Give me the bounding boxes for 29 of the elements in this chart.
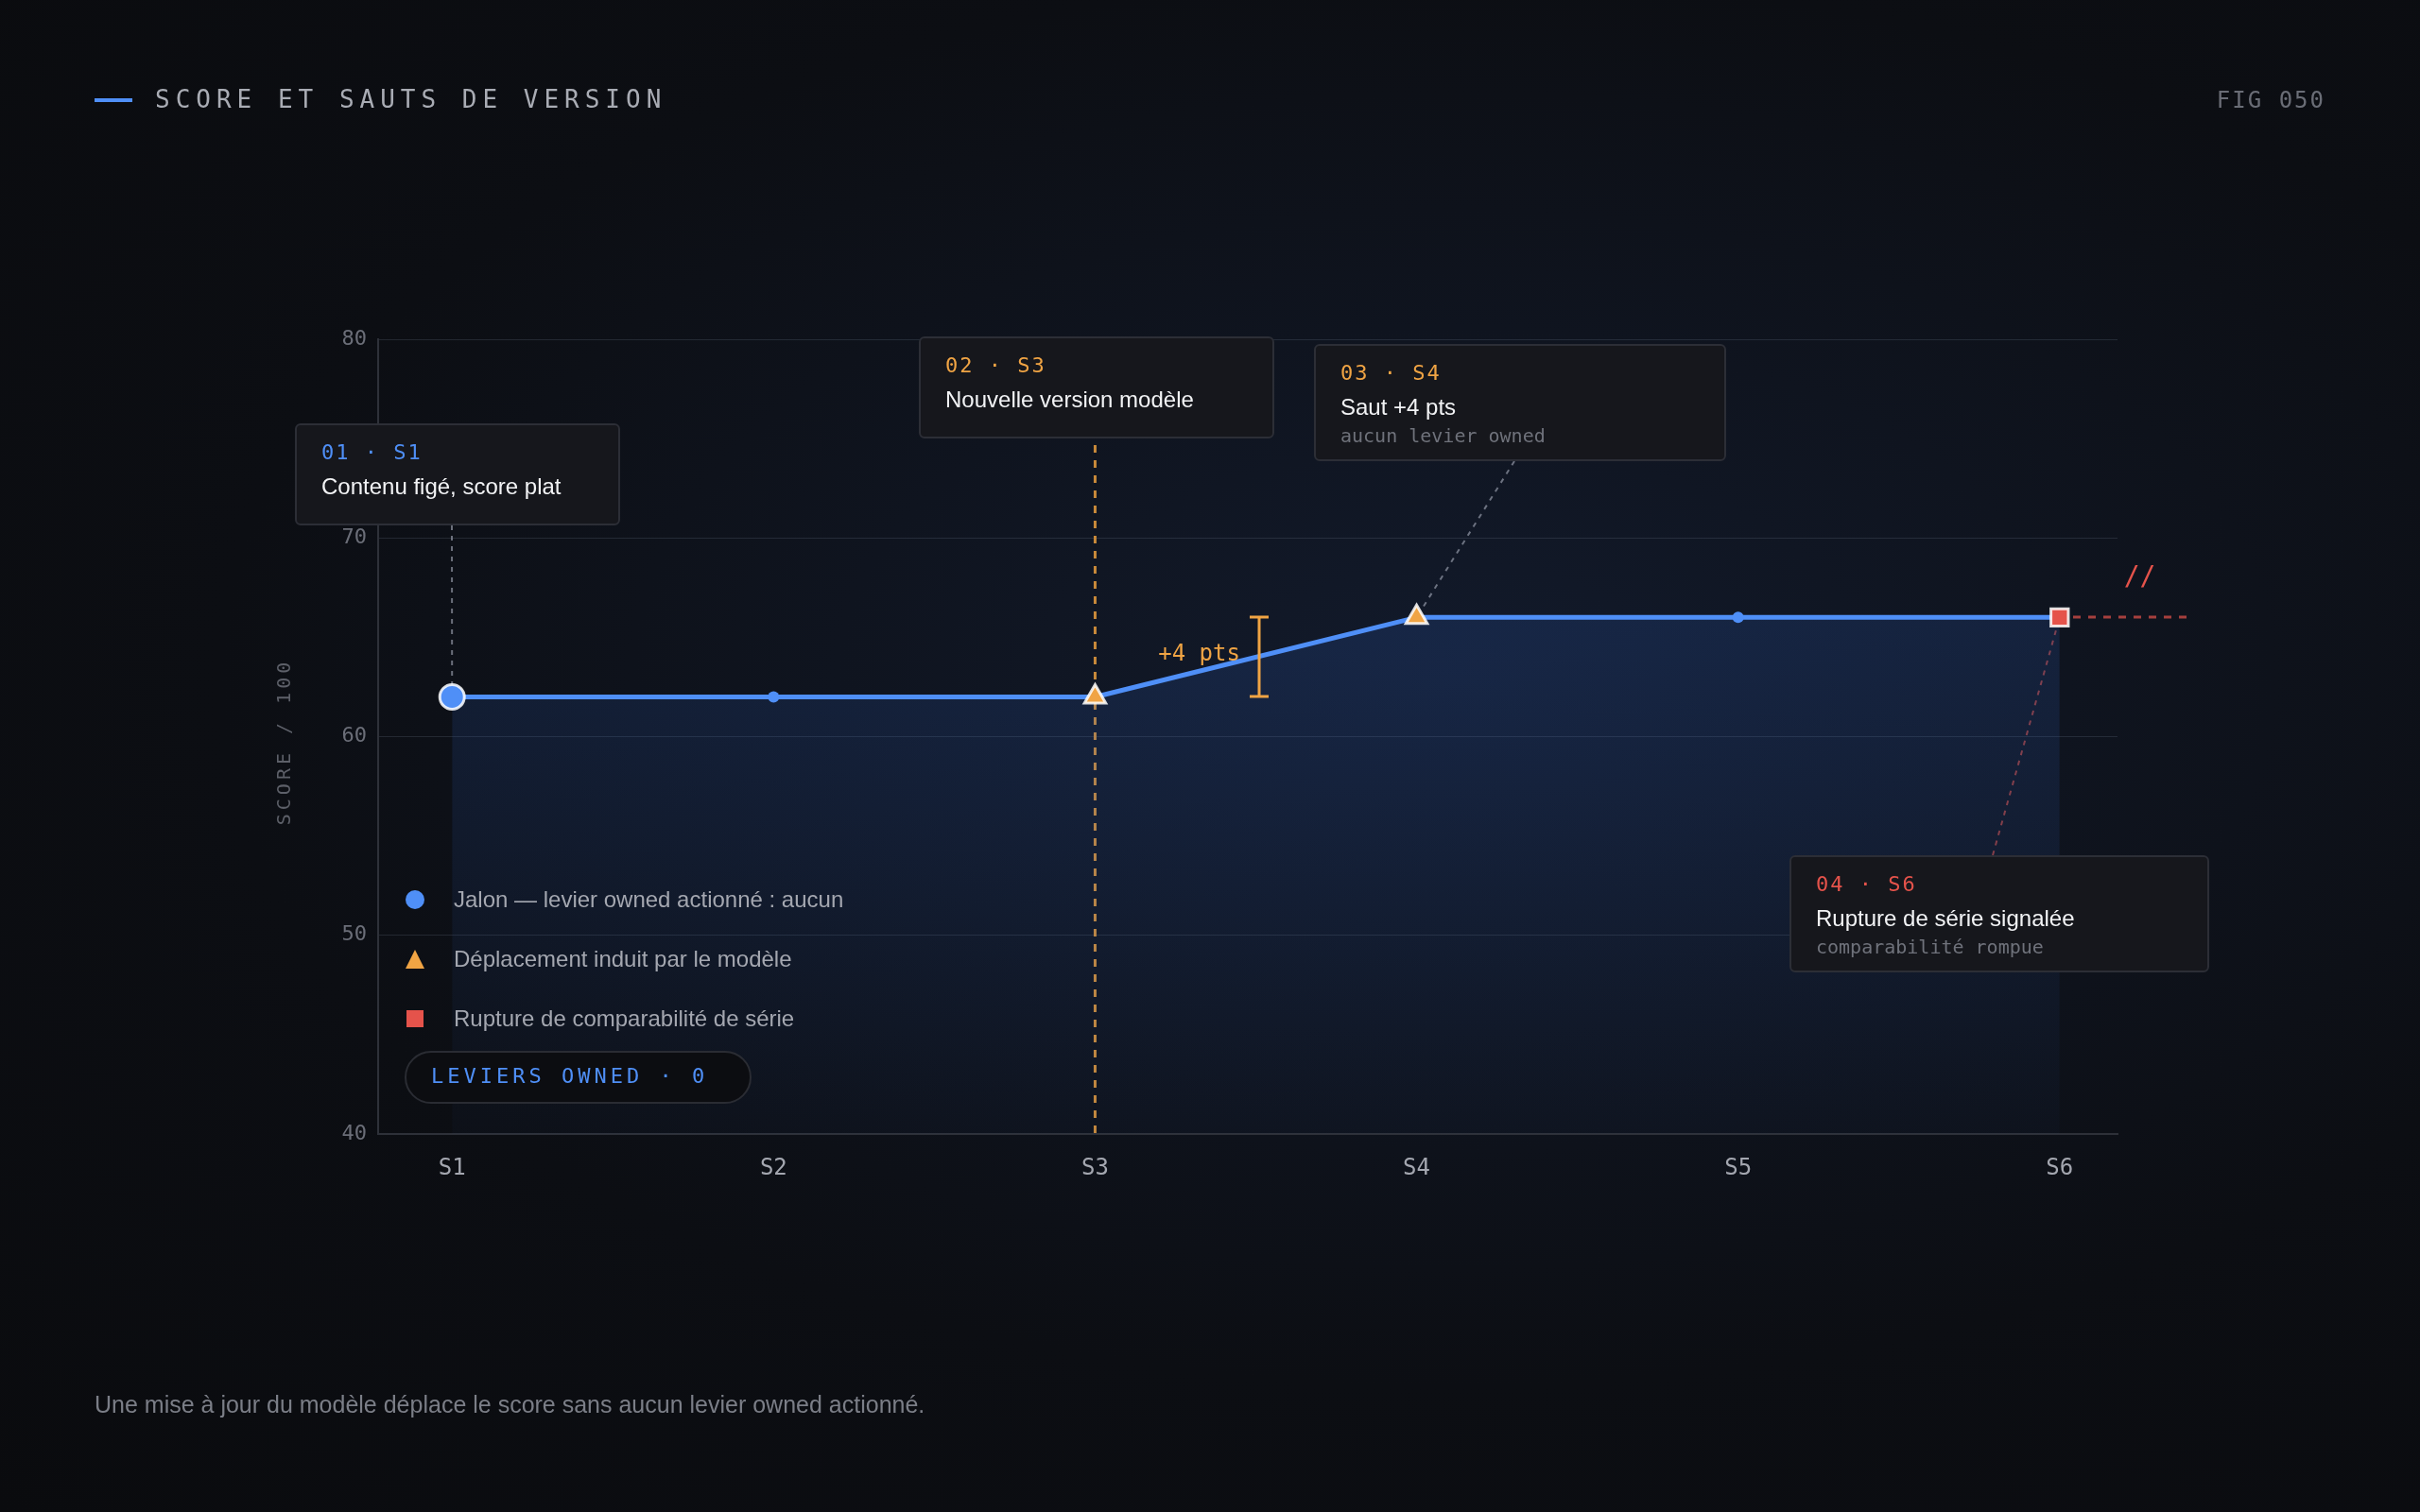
x-tick-label: S3 bbox=[1080, 1153, 1109, 1180]
note-card: 04 · S6 Rupture de série signalée comparabilité rompue bbox=[1789, 855, 2209, 972]
annotation: 01 · S1 Contenu figé, score plat bbox=[321, 440, 562, 500]
x-tick-label: S2 bbox=[759, 1153, 787, 1180]
y-tick-label: 80 bbox=[341, 325, 367, 350]
text: Une mise à jour du modèle déplace le score sans aucun levier owned actionné. bbox=[95, 1391, 925, 1418]
y-tick-label: 60 bbox=[341, 723, 367, 747]
caption: FIG 050 bbox=[2216, 87, 2325, 113]
note-card: 01 · S1 Contenu figé, score plat bbox=[295, 423, 620, 525]
y-tick-label: 70 bbox=[341, 524, 367, 548]
legend-label: Rupture de comparabilité de série bbox=[454, 1005, 795, 1032]
note-card: 03 · S4 Saut +4 pts aucun levier owned bbox=[1314, 344, 1726, 461]
annotation: 02 · S3 Nouvelle version modèle bbox=[945, 353, 1195, 413]
note-card: 02 · S3 Nouvelle version modèle bbox=[919, 336, 1274, 438]
annotation: +4 pts bbox=[1158, 640, 1240, 667]
legend-label: Jalon — levier owned actionné : aucun bbox=[454, 885, 844, 913]
y-axis-title: SCORE / 100 bbox=[272, 658, 295, 826]
annotation: 03 · S4 Saut +4 pts aucun levier owned bbox=[1340, 361, 1547, 447]
pill-badge: LEVIERS OWNED · 0 bbox=[405, 1051, 752, 1104]
y-tick-label: 40 bbox=[341, 1120, 367, 1144]
x-tick-label: S5 bbox=[1724, 1153, 1753, 1180]
x-tick-label: S1 bbox=[438, 1153, 466, 1180]
chart-title: SCORE ET SAUTS DE VERSION bbox=[155, 85, 667, 113]
x-tick-label: S6 bbox=[2046, 1153, 2074, 1180]
legend-label: Déplacement induit par le modèle bbox=[454, 945, 792, 972]
annotation: // bbox=[2123, 560, 2156, 593]
y-tick-label: 50 bbox=[341, 921, 367, 946]
annotation: 04 · S6 Rupture de série signalée comparabilité rompue bbox=[1816, 872, 2076, 958]
x-tick-label: S4 bbox=[1403, 1153, 1431, 1180]
